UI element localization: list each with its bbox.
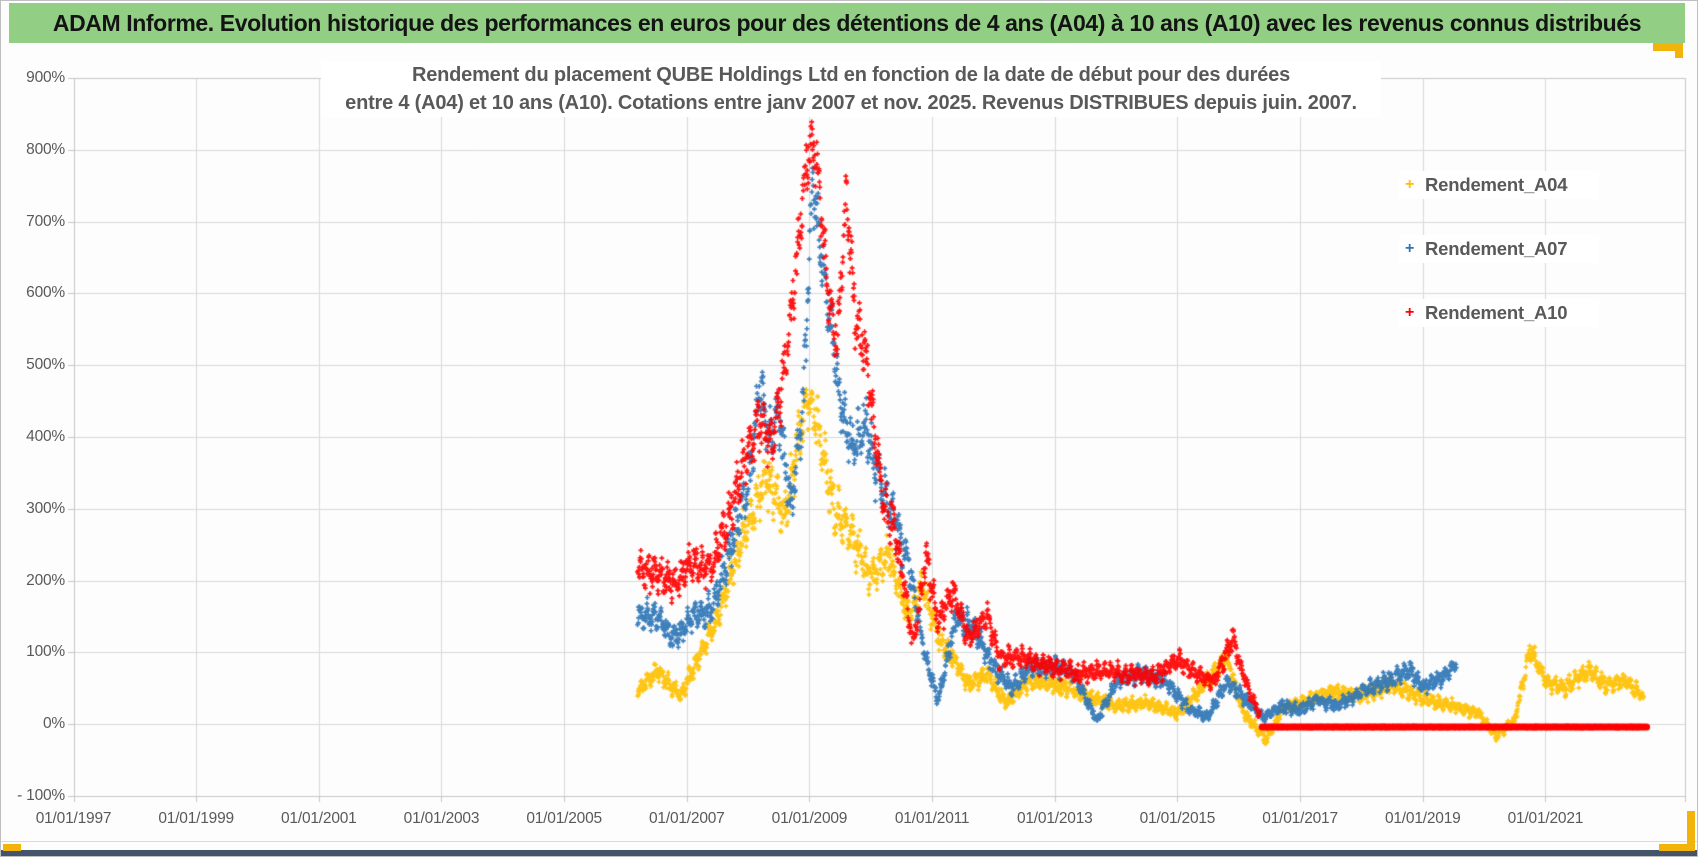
legend-item-a07[interactable]: + Rendement_A07 [1399,235,1599,263]
y-axis-tick-label: 100% [26,643,65,661]
y-axis-tick-label: 0% [42,715,65,733]
plus-marker-icon: + [1405,304,1415,321]
x-axis-tick-label: 01/01/2019 [1384,810,1461,827]
y-axis-tick-label: 900% [26,69,65,86]
legend: + Rendement_A04 + Rendement_A07 + Rendem… [1399,171,1599,363]
legend-item-a10[interactable]: + Rendement_A10 [1399,299,1599,327]
y-axis-tick-label: 600% [26,284,65,302]
gold-corner-topright-h [1653,43,1683,51]
legend-label-a10: Rendement_A10 [1425,302,1568,323]
gold-corner-topright-v [1675,43,1683,58]
x-axis-tick-label: 01/01/2021 [1507,810,1584,827]
legend-label-a04: Rendement_A04 [1425,174,1568,195]
x-axis-tick-label: 01/01/2013 [1016,810,1093,827]
x-axis-tick-label: 01/01/2003 [403,810,480,827]
legend-item-a04[interactable]: + Rendement_A04 [1399,171,1599,199]
x-axis-tick-label: 01/01/2009 [771,810,848,827]
y-axis-tick-label: 800% [26,140,65,158]
chart-title-line1: Rendement du placement QUBE Holdings Ltd… [411,64,1291,86]
footer-bar [1,850,1697,856]
chart-title: Rendement du placement QUBE Holdings Ltd… [321,61,1381,117]
x-axis-tick-label: 01/01/2015 [1139,810,1216,827]
x-axis-tick-label: 01/01/2001 [281,810,357,827]
gold-corner-bottomright-h [1659,844,1695,851]
y-axis-tick-label: 700% [26,212,65,230]
y-axis-tick-label: 200% [26,571,65,589]
x-axis-tick-label: 01/01/2011 [894,810,970,827]
plus-marker-icon: + [1405,240,1415,257]
footer-divider [1,841,1697,842]
x-axis-tick-label: 01/01/2007 [649,810,725,827]
chart-title-line2: entre 4 (A04) et 10 ans (A10). Cotations… [345,92,1357,114]
header-bar: ADAM Informe. Evolution historique des p… [9,3,1685,43]
header-title: ADAM Informe. Evolution historique des p… [52,9,1642,36]
y-axis-tick-label: - 100% [17,787,65,804]
y-axis-tick-label: 300% [26,499,65,517]
plus-marker-icon: + [1405,176,1415,193]
legend-label-a07: Rendement_A07 [1425,238,1568,259]
gold-corner-bottomright-v [1687,811,1695,851]
y-axis-tick-label: 400% [26,428,65,445]
y-axis-tick-label: 500% [26,356,65,374]
gold-corner-bottomleft [3,844,21,851]
x-axis-tick-label: 01/01/1999 [158,810,234,827]
x-axis-tick-label: 01/01/2005 [526,810,602,827]
x-axis-tick-label: 01/01/2017 [1262,810,1338,827]
x-axis-tick-label: 01/01/1997 [35,810,112,827]
